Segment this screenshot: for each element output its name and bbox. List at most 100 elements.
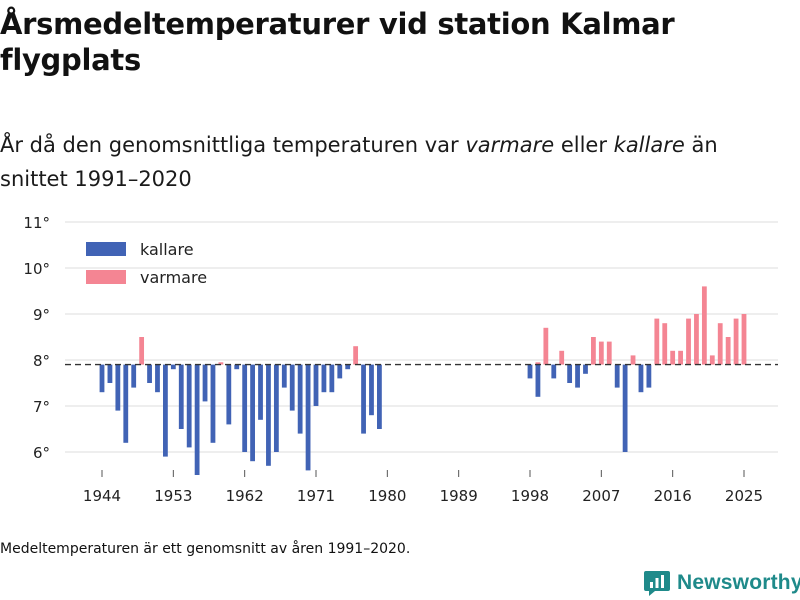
bar-kallare-1956 — [194, 364, 200, 475]
bar-varmare-1999 — [535, 362, 541, 365]
brand-name: Newsworthy — [677, 571, 800, 594]
bar-kallare-1951 — [155, 364, 160, 393]
footnote: Medeltemperaturen är ett genomsnitt av å… — [0, 541, 411, 557]
bar-kallare-2012 — [638, 364, 644, 393]
chart-subtitle: År då den genomsnittliga temperaturen va… — [0, 128, 790, 196]
bar-kallare-1966 — [273, 364, 279, 452]
legend: kallare varmare — [86, 240, 207, 287]
bar-kallare-1972 — [321, 364, 327, 393]
bar-varmare-2014 — [654, 318, 660, 365]
bar-kallare-2004 — [575, 364, 580, 388]
y-tick-label: 7° — [33, 398, 50, 416]
temperature-bar-chart: kallare varmare 6° 7° 8° 9° 10° 11° 1944 1953 196… — [23, 214, 778, 505]
bar-kallare-1947 — [123, 364, 129, 443]
bar-kallare-1955 — [186, 364, 192, 448]
bar-kallare-1969 — [297, 364, 303, 434]
bar-varmare-2000 — [543, 327, 549, 365]
bar-varmare-2011 — [630, 355, 636, 365]
bar-varmare-2006 — [591, 337, 596, 365]
bar-kallare-1948 — [131, 364, 137, 388]
brand-logo: Newsworthy — [644, 568, 800, 598]
bar-varmare-2022 — [717, 323, 723, 365]
x-tick-label: 1998 — [511, 487, 549, 505]
bar-varmare-2008 — [606, 341, 612, 365]
newsworthy-logo-icon — [644, 571, 670, 596]
y-tick-label: 11° — [23, 214, 50, 232]
y-tick-label: 10° — [23, 260, 50, 278]
bar-kallare-1971 — [313, 364, 319, 406]
subtitle-part-2: eller — [554, 133, 614, 157]
x-tick-label: 2016 — [654, 487, 692, 505]
bar-kallare-1945 — [107, 364, 113, 383]
bar-varmare-2025 — [741, 314, 747, 365]
bar-varmare-2021 — [709, 355, 715, 365]
x-tick-label: 2025 — [725, 487, 763, 505]
x-tick-label: 1944 — [83, 487, 121, 505]
bar-kallare-2001 — [551, 364, 557, 379]
bar-kallare-1973 — [329, 364, 335, 393]
subtitle-cold-word: kallare — [613, 133, 685, 157]
subtitle-part-3: än snittet 1991–2020 — [0, 133, 718, 191]
bar-kallare-1998 — [527, 364, 533, 379]
bar-kallare-2013 — [646, 364, 652, 388]
bar-varmare-2019 — [694, 314, 699, 365]
bar-varmare-2023 — [725, 337, 731, 365]
bar-kallare-1974 — [337, 364, 343, 379]
bar-kallare-1977 — [361, 364, 366, 434]
legend-swatch-varmare — [86, 270, 126, 284]
bar-kallare-1965 — [266, 364, 271, 466]
bar-varmare-1976 — [353, 346, 359, 365]
bar-varmare-2015 — [662, 323, 668, 365]
bar-kallare-1968 — [289, 364, 295, 411]
bar-kallare-1975 — [345, 364, 351, 370]
bars-layer — [99, 286, 747, 475]
bar-kallare-1964 — [258, 364, 263, 420]
bar-varmare-2016 — [670, 350, 676, 365]
bar-varmare-1949 — [139, 337, 145, 365]
bar-kallare-1957 — [202, 364, 208, 402]
legend-swatch-kallare — [86, 242, 126, 256]
bar-kallare-1970 — [305, 364, 311, 471]
bar-kallare-2005 — [583, 364, 588, 374]
bar-kallare-2010 — [622, 364, 628, 452]
legend-label-varmare: varmare — [140, 268, 207, 287]
subtitle-part-1: År då den genomsnittliga temperaturen va… — [0, 133, 466, 157]
bar-kallare-1960 — [226, 364, 232, 425]
bar-kallare-1962 — [242, 364, 248, 452]
x-tick-label: 2007 — [582, 487, 620, 505]
bar-varmare-2002 — [559, 350, 565, 365]
bar-kallare-1967 — [281, 364, 287, 388]
bar-varmare-2020 — [701, 286, 707, 365]
bar-kallare-1952 — [163, 364, 168, 457]
bar-kallare-1961 — [234, 364, 240, 370]
bar-kallare-2003 — [567, 364, 573, 383]
y-tick-label: 9° — [33, 306, 50, 324]
x-tick-label: 1971 — [297, 487, 335, 505]
x-tick-label: 1980 — [368, 487, 406, 505]
axis-labels: 6° 7° 8° 9° 10° 11° 1944 1953 1962 1971 1980 1989 19… — [23, 214, 763, 505]
bar-kallare-1963 — [250, 364, 255, 462]
bar-kallare-1999 — [535, 364, 541, 397]
chart-title: Årsmedeltemperaturer vid station Kalmar … — [0, 7, 675, 77]
bar-varmare-2024 — [733, 318, 739, 365]
bar-varmare-1959 — [218, 362, 224, 365]
y-tick-label: 6° — [33, 444, 50, 462]
x-tick-label: 1953 — [154, 487, 192, 505]
bar-kallare-1978 — [369, 364, 374, 416]
bar-kallare-1979 — [377, 364, 382, 429]
bar-varmare-2007 — [598, 341, 604, 365]
bar-kallare-1958 — [210, 364, 216, 443]
bar-kallare-1950 — [147, 364, 152, 383]
legend-label-kallare: kallare — [140, 240, 194, 259]
bar-kallare-1954 — [178, 364, 184, 429]
bar-kallare-1953 — [170, 364, 176, 370]
bar-kallare-2009 — [614, 364, 620, 388]
bar-kallare-1946 — [115, 364, 121, 411]
y-tick-label: 8° — [33, 352, 50, 370]
bar-kallare-1944 — [99, 364, 105, 393]
x-tick-label: 1962 — [226, 487, 264, 505]
x-tick-label: 1989 — [440, 487, 478, 505]
bar-varmare-2018 — [686, 318, 691, 365]
subtitle-warm-word: varmare — [465, 133, 555, 157]
bar-varmare-2017 — [678, 350, 683, 365]
